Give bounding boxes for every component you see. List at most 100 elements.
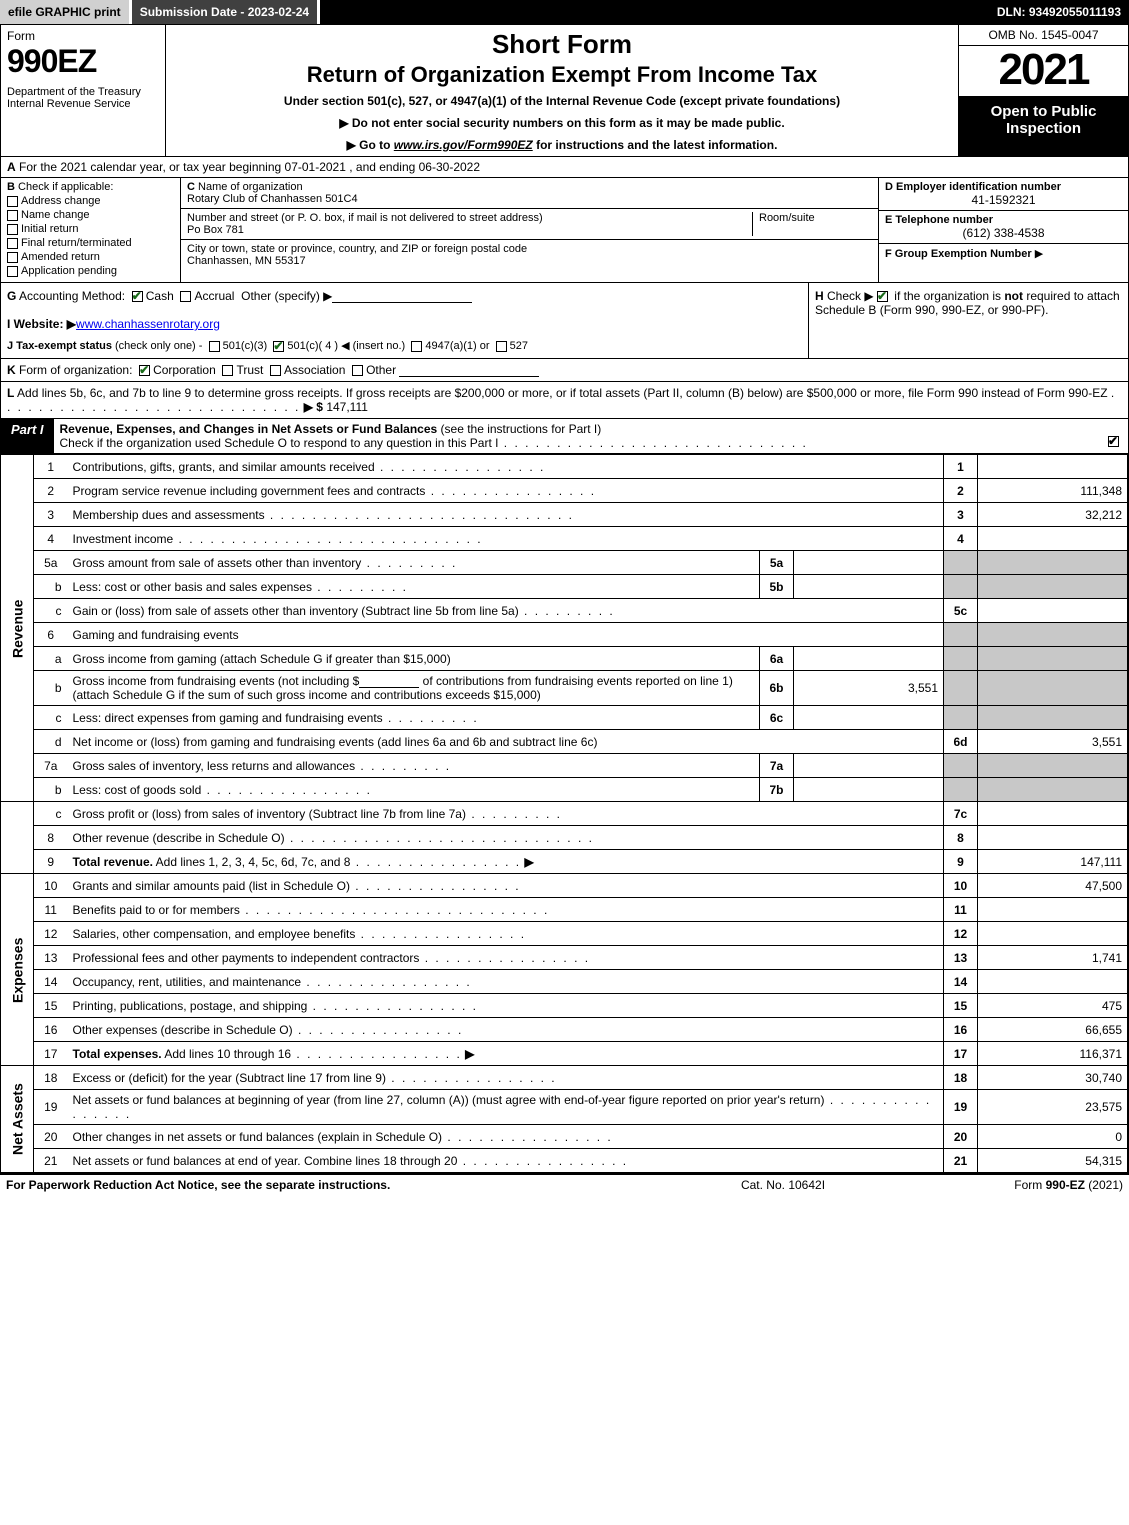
shade-7b-v — [978, 778, 1128, 802]
chk-name-change[interactable] — [7, 210, 18, 221]
shade-6c — [944, 706, 978, 730]
ln-19: 19 — [34, 1090, 68, 1125]
k-text: Form of organization: — [19, 363, 132, 377]
shade-6 — [944, 623, 978, 647]
chk-assoc[interactable] — [270, 365, 281, 376]
box-12: 12 — [944, 922, 978, 946]
opt-other-org: Other — [366, 363, 396, 377]
goto-pre: ▶ Go to — [347, 138, 394, 152]
box-1: 1 — [944, 455, 978, 479]
desc-5a: Gross amount from sale of assets other t… — [73, 556, 362, 570]
ln-13: 13 — [34, 946, 68, 970]
val-21: 54,315 — [978, 1149, 1128, 1173]
desc-8: Other revenue (describe in Schedule O) — [73, 831, 285, 845]
box-20: 20 — [944, 1125, 978, 1149]
desc-9-bold: Total revenue. — [73, 855, 153, 869]
chk-sched-b[interactable] — [877, 291, 888, 302]
arrow-9: ▶ — [524, 855, 533, 869]
chk-other-org[interactable] — [352, 365, 363, 376]
mval-5a — [794, 551, 944, 575]
line-a-label: A — [7, 160, 16, 174]
box-4: 4 — [944, 527, 978, 551]
ln-6c: c — [34, 706, 68, 730]
opt-amended: Amended return — [21, 251, 100, 263]
g-label: G — [7, 289, 16, 303]
website-link[interactable]: www.chanhassenrotary.org — [76, 317, 220, 331]
chk-501c3[interactable] — [209, 341, 220, 352]
blank-6b — [359, 674, 419, 688]
chk-amended[interactable] — [7, 252, 18, 263]
phone-value: (612) 338-4538 — [885, 226, 1122, 240]
chk-corp[interactable] — [139, 365, 150, 376]
box-9: 9 — [944, 850, 978, 874]
chk-cash[interactable] — [132, 291, 143, 302]
section-g: G Accounting Method: Cash Accrual Other … — [1, 283, 808, 358]
desc-14: Occupancy, rent, utilities, and maintena… — [73, 975, 302, 989]
mval-5b — [794, 575, 944, 599]
part-1-title-rest: (see the instructions for Part I) — [437, 422, 601, 436]
chk-final-return[interactable] — [7, 238, 18, 249]
val-15: 475 — [978, 994, 1128, 1018]
ln-20: 20 — [34, 1125, 68, 1149]
ln-5c: c — [34, 599, 68, 623]
chk-4947[interactable] — [411, 341, 422, 352]
shade-5b — [944, 575, 978, 599]
shade-6b-v — [978, 671, 1128, 706]
box-16: 16 — [944, 1018, 978, 1042]
l-text: Add lines 5b, 6c, and 7b to line 9 to de… — [17, 386, 1108, 400]
val-18: 30,740 — [978, 1066, 1128, 1090]
val-14 — [978, 970, 1128, 994]
chk-app-pending[interactable] — [7, 266, 18, 277]
val-11 — [978, 898, 1128, 922]
opt-trust: Trust — [236, 363, 263, 377]
chk-accrual[interactable] — [180, 291, 191, 302]
opt-corp: Corporation — [153, 363, 216, 377]
ln-3: 3 — [34, 503, 68, 527]
ln-5a: 5a — [34, 551, 68, 575]
ein-value: 41-1592321 — [885, 193, 1122, 207]
footer: For Paperwork Reduction Act Notice, see … — [0, 1174, 1129, 1195]
line-k: K Form of organization: Corporation Trus… — [1, 359, 1128, 382]
c-name-label: Name of organization — [198, 181, 303, 193]
shade-6a — [944, 647, 978, 671]
box-5c: 5c — [944, 599, 978, 623]
mval-7a — [794, 754, 944, 778]
val-6d: 3,551 — [978, 730, 1128, 754]
org-street: Po Box 781 — [187, 224, 244, 236]
ln-18: 18 — [34, 1066, 68, 1090]
val-20: 0 — [978, 1125, 1128, 1149]
shade-6c-v — [978, 706, 1128, 730]
ln-6a: a — [34, 647, 68, 671]
chk-527[interactable] — [496, 341, 507, 352]
chk-initial-return[interactable] — [7, 224, 18, 235]
b-label: B — [7, 181, 15, 193]
e-label: E Telephone number — [885, 214, 993, 226]
val-10: 47,500 — [978, 874, 1128, 898]
desc-21: Net assets or fund balances at end of ye… — [73, 1154, 458, 1168]
j-label: J Tax-exempt status — [7, 340, 112, 352]
mini-6a: 6a — [760, 647, 794, 671]
ln-10: 10 — [34, 874, 68, 898]
val-17: 116,371 — [978, 1042, 1128, 1066]
chk-address-change[interactable] — [7, 196, 18, 207]
sidelabel-revenue: Revenue — [1, 455, 34, 802]
mini-7b: 7b — [760, 778, 794, 802]
header-left: Form 990EZ Department of the Treasury In… — [1, 25, 166, 156]
topbar-spacer — [320, 0, 989, 24]
irs-link[interactable]: www.irs.gov/Form990EZ — [394, 138, 533, 152]
bullet-goto: ▶ Go to www.irs.gov/Form990EZ for instru… — [174, 138, 950, 152]
val-9: 147,111 — [978, 850, 1128, 874]
opt-other: Other (specify) ▶ — [241, 289, 332, 303]
l-value: 147,111 — [326, 400, 368, 414]
line-l: L Add lines 5b, 6c, and 7b to line 9 to … — [1, 382, 1128, 419]
chk-501c[interactable] — [273, 341, 284, 352]
submission-date: Submission Date - 2023-02-24 — [132, 0, 320, 24]
ln-6: 6 — [34, 623, 68, 647]
desc-17-bold: Total expenses. — [73, 1047, 162, 1061]
mini-5a: 5a — [760, 551, 794, 575]
ln-8: 8 — [34, 826, 68, 850]
chk-sched-o[interactable] — [1108, 436, 1119, 447]
chk-trust[interactable] — [222, 365, 233, 376]
desc-18: Excess or (deficit) for the year (Subtra… — [73, 1071, 386, 1085]
mini-7a: 7a — [760, 754, 794, 778]
